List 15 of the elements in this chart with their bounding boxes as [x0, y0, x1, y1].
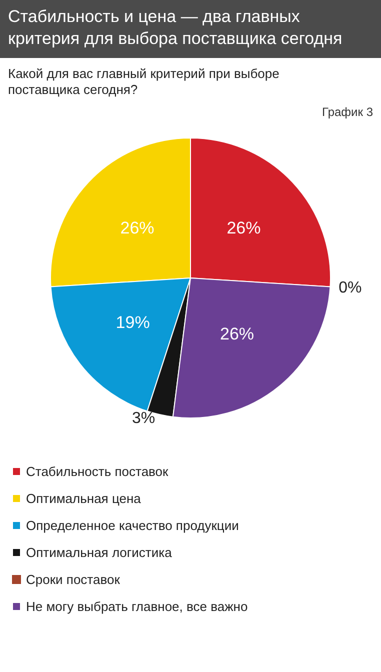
data-label: 3% [132, 410, 156, 428]
data-label: 26% [120, 218, 154, 238]
legend-label: Оптимальная цена [26, 491, 142, 506]
chart-subtitle: Какой для вас главный критерий при выборе поставщика сегодня? [7, 65, 280, 98]
text: 0% [338, 280, 362, 297]
legend-label: Сроки поставок [26, 572, 120, 587]
data-label: 26% [226, 218, 261, 238]
legend-label: Оптимальная логистика [26, 545, 173, 560]
legend-label: Не могу выбрать главное, все важно [26, 599, 248, 614]
legend-label: Определенное качество продукции [26, 518, 239, 533]
chart-title: Стабильность и цена — два главных критерия для выбора поставщика сегодня [0, 0, 381, 58]
data-label: 19% [116, 313, 150, 332]
data-label: 26% [220, 324, 254, 344]
legend-label: Стабильность поставок [26, 464, 169, 479]
text: График 3 [322, 105, 374, 119]
